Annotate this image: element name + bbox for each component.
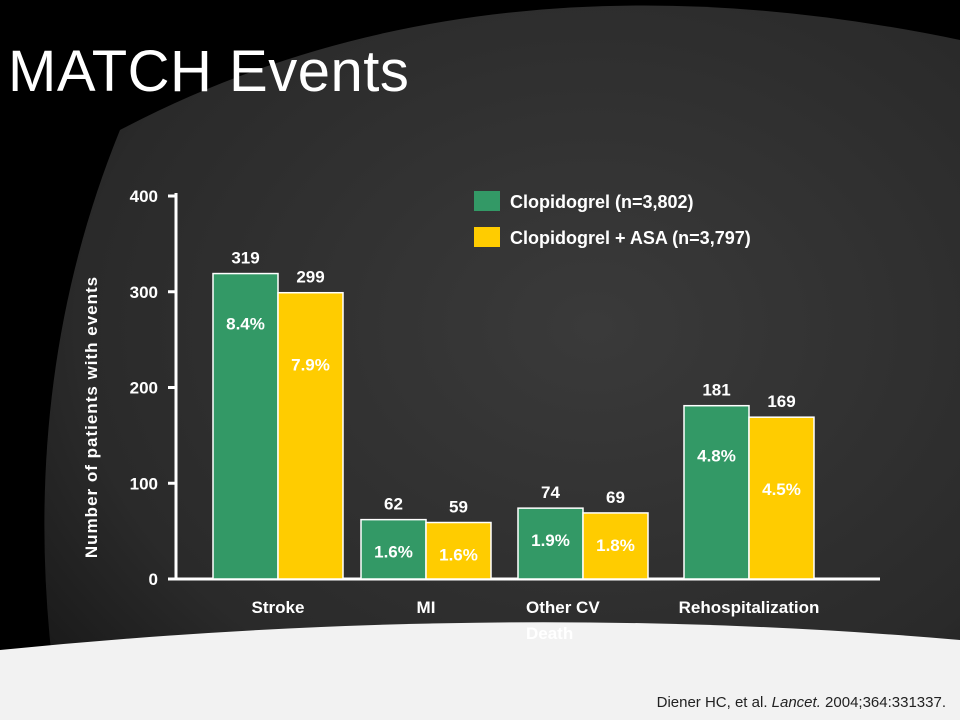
bar-percent-label: 4.8% xyxy=(697,447,736,466)
bar-value-label: 74 xyxy=(541,483,560,502)
y-tick-label: 200 xyxy=(130,379,158,398)
x-tick-label: Death xyxy=(526,624,573,643)
bar xyxy=(212,272,279,580)
x-tick-label: Other CV xyxy=(526,598,600,617)
y-tick-label: 300 xyxy=(130,283,158,302)
bar-percent-label: 1.6% xyxy=(439,546,478,565)
citation-reference: 2004;364:331337. xyxy=(825,694,946,711)
bar-percent-label: 1.6% xyxy=(374,543,413,562)
bar xyxy=(748,416,815,580)
y-axis-label: Number of patients with events xyxy=(82,276,101,558)
bar xyxy=(517,507,584,580)
legend-label: Clopidogrel (n=3,802) xyxy=(510,192,694,212)
y-tick-label: 400 xyxy=(130,187,158,206)
bar-value-label: 299 xyxy=(296,268,324,287)
bar-value-label: 62 xyxy=(384,495,403,514)
bar-percent-label: 8.4% xyxy=(226,315,265,334)
bar-percent-label: 4.5% xyxy=(762,480,801,499)
legend-swatch xyxy=(474,227,500,247)
y-tick-label: 0 xyxy=(149,570,158,589)
legend-swatch xyxy=(474,191,500,211)
bar-value-label: 169 xyxy=(767,392,795,411)
bar-value-label: 69 xyxy=(606,488,625,507)
bar-value-label: 181 xyxy=(702,381,730,400)
bar-percent-label: 7.9% xyxy=(291,356,330,375)
x-tick-label: Rehospitalization xyxy=(679,598,820,617)
citation: Diener HC, et al. Lancet. 2004;364:33133… xyxy=(657,694,946,711)
bar-value-label: 319 xyxy=(231,249,259,268)
citation-authors: Diener HC, et al. xyxy=(656,694,768,711)
bar-percent-label: 1.9% xyxy=(531,531,570,550)
bar xyxy=(277,291,344,580)
y-tick-label: 100 xyxy=(130,474,158,493)
bar xyxy=(582,512,649,580)
x-tick-label: MI xyxy=(417,598,436,617)
bar-percent-label: 1.8% xyxy=(596,536,635,555)
bar xyxy=(683,404,750,580)
x-tick-label: Stroke xyxy=(252,598,305,617)
legend-label: Clopidogrel + ASA (n=3,797) xyxy=(510,228,751,248)
bar-value-label: 59 xyxy=(449,498,468,517)
bar xyxy=(425,521,492,580)
slide-title: MATCH Events xyxy=(8,39,410,104)
bar xyxy=(360,518,427,580)
citation-journal: Lancet. xyxy=(771,694,821,711)
